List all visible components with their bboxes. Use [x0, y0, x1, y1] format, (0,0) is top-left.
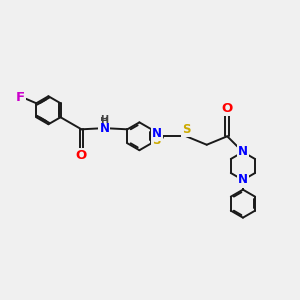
Text: S: S: [152, 134, 161, 147]
Text: O: O: [222, 102, 233, 115]
Text: N: N: [238, 173, 248, 187]
Text: S: S: [182, 123, 190, 136]
Text: O: O: [76, 148, 87, 162]
Text: N: N: [152, 127, 162, 140]
Text: N: N: [99, 122, 110, 135]
Text: H: H: [100, 117, 109, 127]
Text: H: H: [100, 115, 109, 125]
Text: F: F: [16, 91, 25, 104]
Text: N: N: [238, 146, 248, 158]
